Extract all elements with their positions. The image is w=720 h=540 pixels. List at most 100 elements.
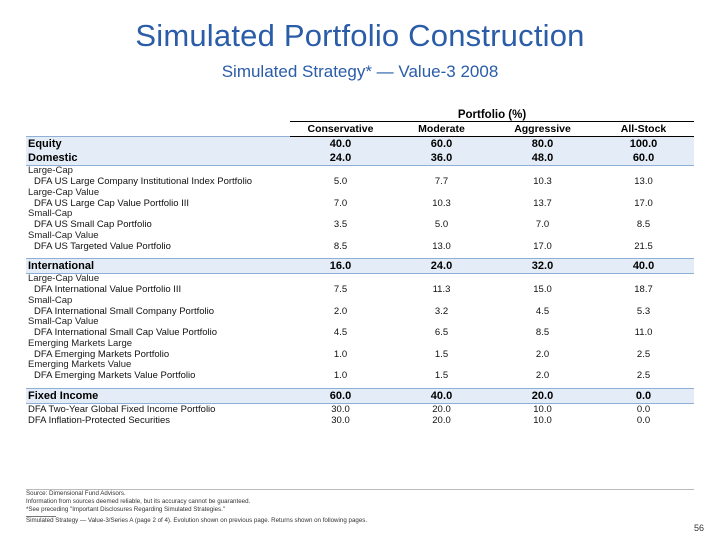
cell-value: 100.0	[593, 136, 695, 151]
cell-value: 20.0	[492, 387, 593, 404]
table-row-fixed-income: Fixed Income 60.0 40.0 20.0 0.0	[26, 387, 695, 404]
table-row: DFA International Small Cap Value Portfo…	[26, 327, 694, 339]
table-row-domestic: Domestic 24.0 36.0 48.0 60.0	[26, 151, 695, 166]
table-row: DFA International Small Company Portfoli…	[26, 306, 694, 318]
cell-value: 7.5	[333, 284, 348, 295]
footer-disclosure: *See preceding "Important Disclosures Re…	[26, 506, 226, 513]
cell-value: 30.0	[331, 415, 350, 426]
cell-value: 3.2	[434, 305, 449, 317]
category-label: Small-Cap	[28, 209, 73, 219]
cell-value: 10.3	[432, 197, 451, 209]
cell-value: 3.5	[333, 219, 348, 230]
row-label: International	[26, 258, 290, 274]
category-label: Emerging Markets Large	[28, 338, 133, 349]
cell-value: 2.0	[535, 348, 550, 360]
cell-value: 80.0	[492, 136, 593, 151]
page-subtitle: Simulated Strategy* — Value-3 2008	[221, 62, 499, 81]
cell-value: 40.0	[593, 258, 695, 274]
cell-value: 13.0	[432, 240, 451, 252]
cell-value: 2.0	[333, 305, 348, 317]
cell-value: 1.0	[333, 348, 348, 360]
cell-value: 5.3	[636, 305, 651, 317]
table-row: DFA International Value Portfolio III 7.…	[26, 284, 694, 296]
cell-value: 2.5	[636, 348, 651, 360]
row-label: Domestic	[26, 151, 290, 166]
cell-value: 0.0	[593, 387, 695, 404]
cell-value: 10.0	[533, 415, 552, 426]
cell-value: 48.0	[492, 151, 593, 166]
cell-value: 11.0	[634, 327, 653, 338]
cell-value: 1.5	[434, 370, 449, 381]
cell-value: 7.0	[535, 219, 550, 230]
cell-value: 10.3	[533, 176, 552, 187]
table-row: DFA US Large Company Institutional Index…	[26, 176, 694, 188]
cell-value: 7.7	[434, 176, 449, 187]
column-header-aggressive: Aggressive	[492, 121, 593, 137]
footer-info: Information from sources deemed reliable…	[26, 498, 251, 505]
cell-value: 5.0	[333, 176, 348, 187]
category-row: Small-Cap Value	[26, 317, 694, 327]
cell-value: 13.0	[634, 176, 653, 187]
footer-divider	[26, 489, 694, 490]
fund-name: DFA Inflation-Protected Securities	[28, 415, 171, 426]
cell-value: 32.0	[492, 258, 593, 274]
table-row: DFA Two-Year Global Fixed Income Portfol…	[26, 403, 694, 415]
category-label: Large-Cap	[28, 165, 73, 176]
allocation-table: Portfolio (%) Conservative Moderate Aggr…	[26, 108, 695, 427]
cell-value: 0.0	[636, 415, 651, 426]
cell-value: 2.5	[636, 370, 651, 381]
cell-value: 21.5	[634, 240, 653, 252]
column-header-moderate: Moderate	[391, 121, 492, 137]
cell-value: 60.0	[593, 151, 695, 166]
category-label: Small-Cap Value	[28, 317, 99, 327]
cell-value: 1.5	[434, 348, 449, 360]
category-row: Large-Cap Value	[26, 274, 694, 285]
portfolio-group-header: Portfolio (%)	[290, 108, 695, 122]
category-row: Emerging Markets Large	[26, 339, 694, 349]
cell-value: 17.0	[634, 197, 653, 209]
footnote-rule	[26, 516, 56, 517]
table-row-international: International 16.0 24.0 32.0 40.0	[26, 258, 695, 274]
row-label: Equity	[26, 136, 290, 151]
fund-name: DFA Emerging Markets Value Portfolio	[34, 370, 196, 381]
footer-note: Simulated Strategy — Value-3/Series A (p…	[26, 517, 368, 524]
cell-value: 20.0	[432, 403, 451, 415]
cell-value: 40.0	[391, 387, 492, 404]
footer-source: Source: Dimensional Fund Advisors.	[26, 490, 126, 497]
category-label: Large-Cap Value	[28, 187, 100, 198]
cell-value: 16.0	[290, 258, 391, 274]
fund-name: DFA Two-Year Global Fixed Income Portfol…	[28, 403, 216, 415]
category-row: Emerging Markets Value	[26, 360, 694, 370]
cell-value: 24.0	[290, 151, 391, 166]
cell-value: 7.0	[333, 197, 348, 209]
table-row: DFA Emerging Markets Value Portfolio 1.0…	[26, 370, 694, 382]
fund-name: DFA International Small Company Portfoli…	[34, 305, 215, 317]
table-row: DFA US Small Cap Portfolio 3.5 5.0 7.0 8…	[26, 219, 694, 231]
page-title: Simulated Portfolio Construction	[135, 18, 585, 53]
cell-value: 4.5	[333, 327, 348, 338]
table-row: DFA US Targeted Value Portfolio 8.5 13.0…	[26, 241, 694, 253]
cell-value: 24.0	[391, 258, 492, 274]
category-row: Small-Cap Value	[26, 231, 694, 241]
category-row: Small-Cap	[26, 296, 694, 306]
cell-value: 2.0	[535, 370, 550, 381]
cell-value: 17.0	[533, 240, 552, 252]
column-header-all-stock: All-Stock	[593, 121, 695, 137]
category-label: Large-Cap Value	[28, 273, 100, 284]
cell-value: 8.5	[535, 327, 550, 338]
cell-value: 15.0	[533, 284, 552, 295]
row-label: Fixed Income	[26, 387, 290, 404]
category-label: Emerging Markets Value	[28, 360, 132, 370]
cell-value: 5.0	[434, 219, 449, 230]
table-row: DFA Inflation-Protected Securities 30.0 …	[26, 415, 694, 427]
cell-value: 8.5	[333, 240, 348, 252]
cell-value: 20.0	[432, 415, 451, 426]
category-label: Small-Cap	[28, 295, 73, 306]
fund-name: DFA Emerging Markets Portfolio	[34, 348, 170, 360]
table-row: DFA Emerging Markets Portfolio 1.0 1.5 2…	[26, 349, 694, 361]
fund-name: DFA US Large Company Institutional Index…	[34, 176, 253, 187]
cell-value: 30.0	[331, 403, 350, 415]
cell-value: 8.5	[636, 219, 651, 230]
table-row: DFA US Large Cap Value Portfolio III 7.0…	[26, 198, 694, 210]
cell-value: 4.5	[535, 305, 550, 317]
